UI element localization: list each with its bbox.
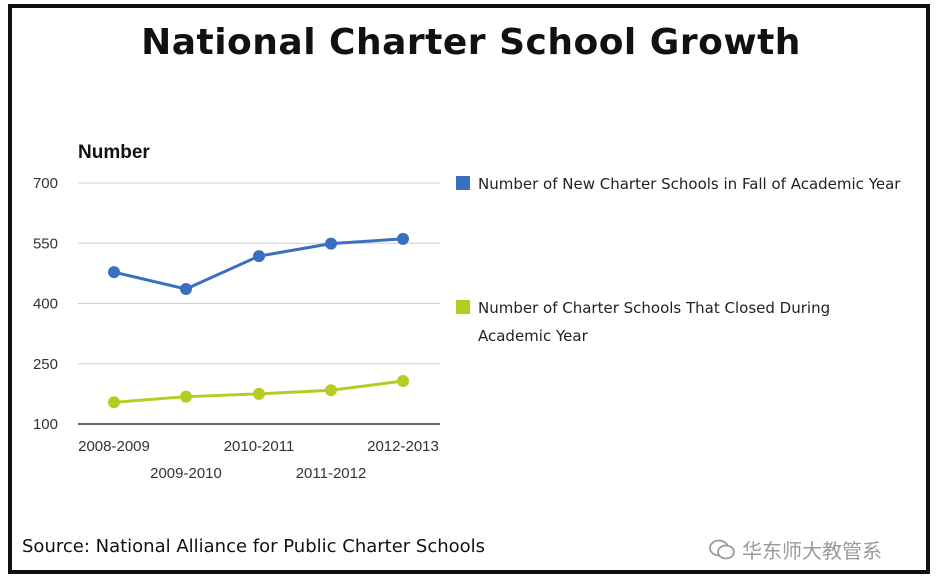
y-tick-label: 400 [33,296,58,313]
watermark: 华东师大教管系 [708,535,882,566]
data-point [325,384,337,397]
source-note: Source: National Alliance for Public Cha… [22,536,486,557]
legend-item-closed-schools: Number of Charter Schools That Closed Du… [456,294,908,350]
series-line [113,237,404,291]
legend-item-new-schools: Number of New Charter Schools in Fall of… [456,170,908,198]
data-point [253,250,265,263]
data-point [253,387,265,400]
legend-label-closed-schools: Number of Charter Schools That Closed Du… [478,299,831,345]
data-point [325,237,337,250]
x-tick-label: 2009-2010 [150,465,222,482]
watermark-text: 华东师大教管系 [742,539,882,563]
y-tick-label: 100 [33,416,58,433]
data-point [108,396,120,409]
data-point [397,375,409,388]
data-point [180,283,192,296]
y-tick-label: 250 [33,356,58,373]
data-point [397,232,409,245]
y-tick-label: 550 [33,235,58,252]
x-tick-label: 2011-2012 [296,465,367,482]
chart-title: National Charter School Growth [141,22,801,63]
x-tick-label: 2010-2011 [224,438,295,455]
y-axis-label: Number [78,142,150,163]
wechat-icon [708,539,736,566]
legend-swatch-blue [456,176,470,190]
chart-frame [8,4,930,574]
y-tick-label: 700 [33,175,58,192]
legend-swatch-green [456,300,470,314]
legend-label-new-schools: Number of New Charter Schools in Fall of… [478,175,901,193]
data-point [108,266,120,279]
data-point [180,390,192,403]
x-tick-label: 2008-2009 [78,438,150,455]
x-tick-label: 2012-2013 [367,438,439,455]
